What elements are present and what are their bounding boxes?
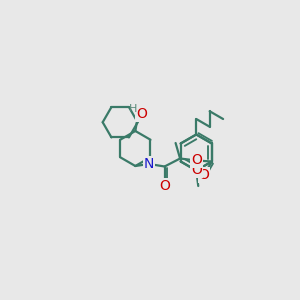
Text: O: O [159,179,170,193]
Text: H: H [129,104,137,114]
Text: O: O [191,154,202,167]
Text: N: N [144,157,154,171]
Text: O: O [136,107,147,121]
Text: O: O [191,164,202,178]
Text: O: O [199,168,209,182]
